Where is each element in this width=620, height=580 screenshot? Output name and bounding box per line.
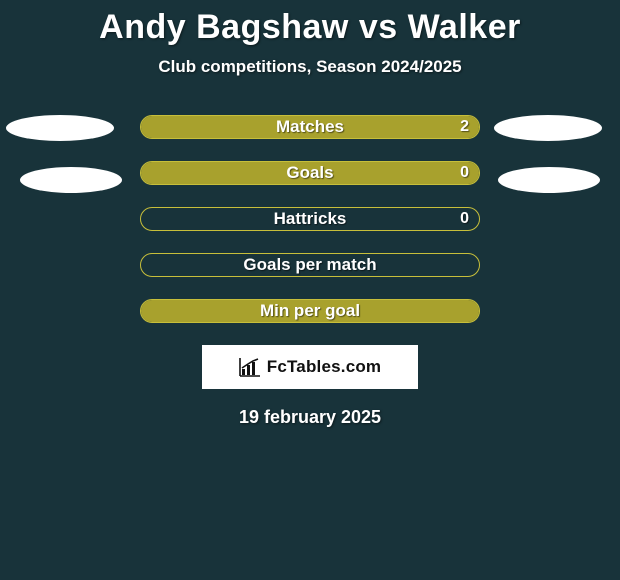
stat-bar-fill bbox=[141, 162, 479, 184]
stats-area: Matches2Goals0Hattricks0Goals per matchM… bbox=[0, 115, 620, 323]
stat-bar-value: 2 bbox=[460, 116, 469, 138]
stat-bar: Matches2 bbox=[140, 115, 480, 139]
player-right-marker-1 bbox=[494, 115, 602, 141]
infographic-root: Andy Bagshaw vs Walker Club competitions… bbox=[0, 0, 620, 428]
stat-bar-value: 0 bbox=[460, 208, 469, 230]
stat-bar-fill bbox=[141, 116, 479, 138]
player-right-marker-2 bbox=[498, 167, 600, 193]
logo-box: FcTables.com bbox=[202, 345, 418, 389]
player-left-marker-1 bbox=[6, 115, 114, 141]
footer-date: 19 february 2025 bbox=[0, 407, 620, 428]
player-left-marker-2 bbox=[20, 167, 122, 193]
stat-bar: Min per goal bbox=[140, 299, 480, 323]
stat-bar: Goals0 bbox=[140, 161, 480, 185]
page-title: Andy Bagshaw vs Walker bbox=[0, 8, 620, 47]
stat-bar: Hattricks0 bbox=[140, 207, 480, 231]
bar-chart-icon bbox=[239, 357, 261, 377]
stat-bar: Goals per match bbox=[140, 253, 480, 277]
page-subtitle: Club competitions, Season 2024/2025 bbox=[0, 57, 620, 77]
stat-bar-fill bbox=[141, 300, 479, 322]
stat-bars: Matches2Goals0Hattricks0Goals per matchM… bbox=[140, 115, 480, 323]
stat-bar-label: Goals per match bbox=[141, 254, 479, 276]
stat-bar-value: 0 bbox=[460, 162, 469, 184]
stat-bar-label: Hattricks bbox=[141, 208, 479, 230]
logo-text: FcTables.com bbox=[267, 357, 382, 377]
